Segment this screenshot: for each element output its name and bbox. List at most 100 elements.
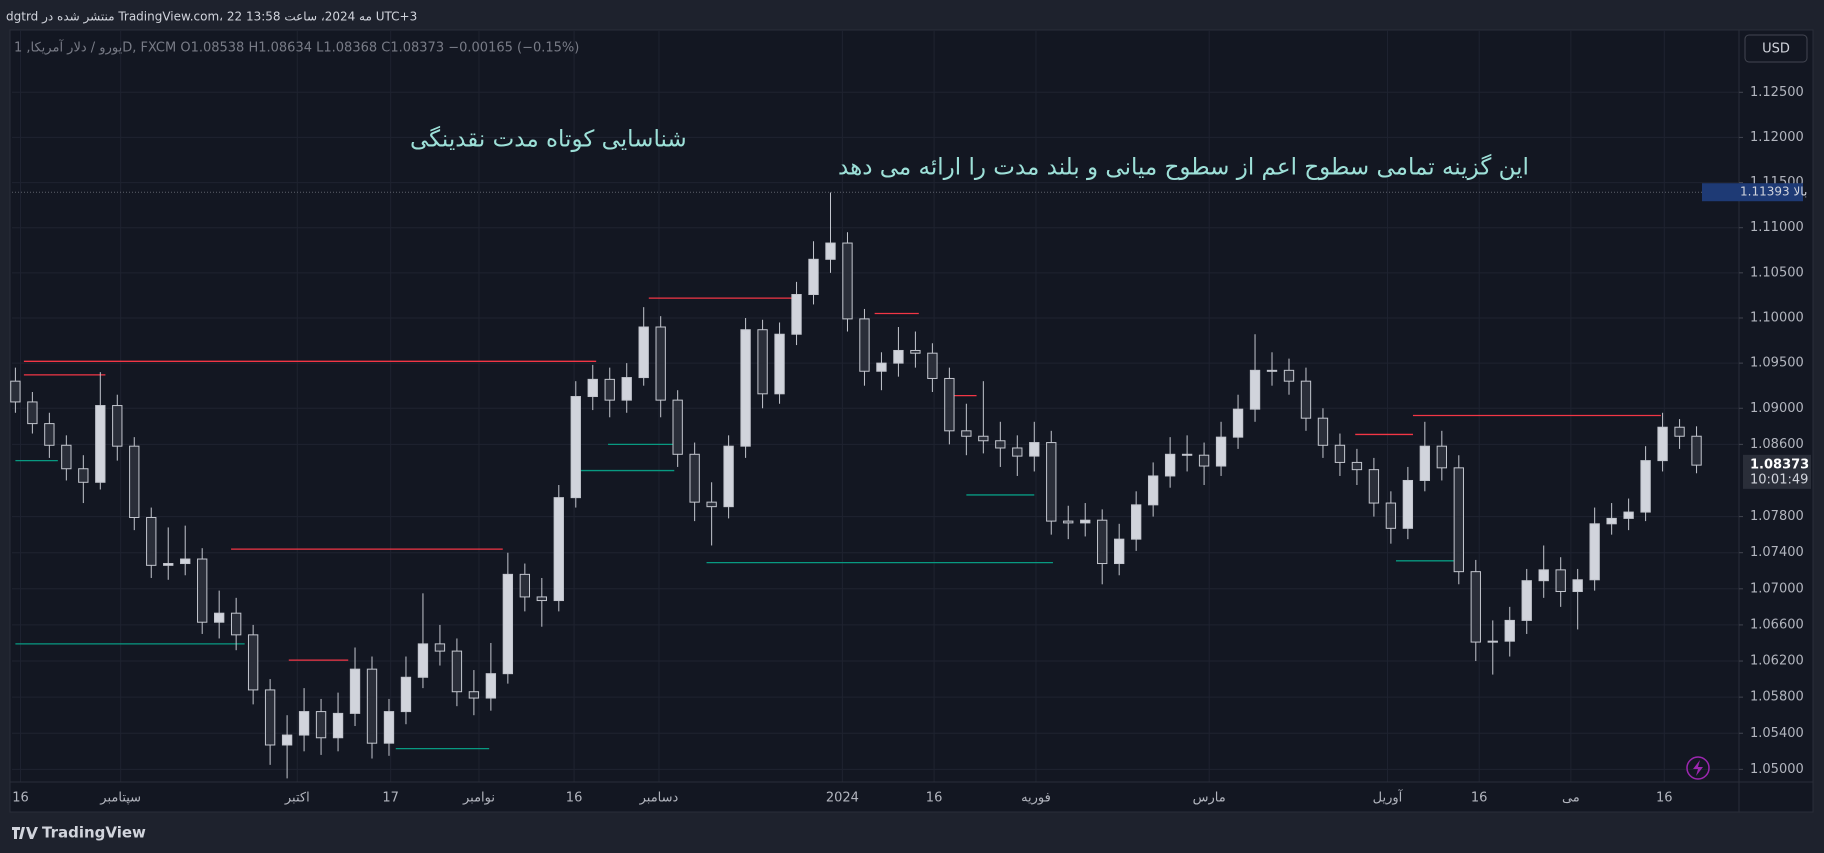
candle-body [1283,369,1295,382]
y-tick-label: 1.08600 [1750,437,1804,452]
high-marker-label: 1.11393 بالا [1740,185,1807,199]
candle-body [876,362,887,372]
candle-body [1232,408,1244,438]
candle-body [1385,502,1397,529]
candle-body [961,430,972,437]
candle-body [1147,475,1159,506]
candle-body [536,596,547,602]
candle-body [44,423,55,446]
candle-body [842,242,853,320]
y-tick-label: 1.07000 [1750,581,1804,596]
candle-body [706,501,717,508]
high-marker-box [1702,183,1803,202]
candle-body [1249,369,1261,410]
countdown-label: 10:01:49 [1750,472,1808,487]
alert-bolt [1693,760,1703,776]
y-tick-label: 1.06600 [1750,617,1804,632]
candles-layer [10,192,1702,779]
last-price-box [1743,454,1811,489]
candle-body [825,242,836,260]
candle-body [1351,461,1363,471]
candle-body [400,676,412,713]
publish-header: dgtrd منتشر شده در TradingView.com، 22 م… [6,10,417,25]
candle-body [434,643,446,652]
candle-body [1436,445,1447,469]
x-tick-label: 16 [926,791,943,806]
candle-body [1012,447,1023,457]
candle-body [27,401,38,425]
candle-body [1063,520,1074,524]
candle-body [230,612,242,636]
candle-body [689,453,700,503]
candle-body [214,612,225,623]
candle-body [146,516,157,566]
y-tick-label: 1.12500 [1750,85,1804,100]
candle-body [791,294,802,335]
candle-body [180,558,191,565]
candle-body [1555,569,1566,593]
x-tick-label: اکتبر [284,791,310,806]
candle-body [129,445,140,518]
candle-body [366,668,378,744]
x-tick-label: 16 [1471,791,1488,806]
annotation-subtitle: این گزینه تمامی سطوح اعم از سطوح میانی و… [838,154,1529,181]
candle-body [893,349,904,364]
candle-body [655,326,666,401]
candle-body [298,711,310,736]
candle-body [1419,445,1431,481]
candle-body [927,352,938,379]
axes-layer: 1.125001.120001.115001.110001.105001.100… [12,85,1811,806]
candle-body [1368,469,1380,504]
x-tick-label: سپتامبر [99,791,141,806]
candle-body [1402,479,1414,529]
candle-body [417,643,429,678]
candle-body [723,445,734,508]
candle-body [485,673,497,699]
candle-body [315,711,327,739]
candle-body [1589,523,1600,581]
x-tick-label: فوریه [1021,791,1051,806]
candle-body [1164,453,1176,477]
chart-pane [9,29,1814,813]
y-tick-label: 1.06200 [1750,654,1804,669]
candle-body [78,468,89,483]
brand-name: TradingView [42,824,146,842]
candle-body [1317,417,1329,446]
candle-body [1266,369,1278,372]
x-tick-label: 17 [382,791,399,806]
x-tick-label: 16 [12,791,29,806]
x-tick-label: 2024 [826,791,859,806]
x-tick-label: نوامبر [462,791,495,806]
currency-label[interactable]: USD [1762,42,1790,57]
candle-body [197,558,208,623]
last-price-label: 1.08373 [1750,457,1809,472]
y-tick-label: 1.07800 [1750,509,1804,524]
alert-icon[interactable] [1686,756,1710,780]
x-tick-label: 16 [566,791,583,806]
y-tick-label: 1.12000 [1750,130,1804,145]
candle-body [621,377,632,401]
y-tick-label: 1.11000 [1750,220,1804,235]
currency-button[interactable] [1744,34,1808,63]
candle-body [587,378,598,398]
y-tick-label: 1.09000 [1750,401,1804,416]
x-tick-label: می [1562,791,1580,806]
candle-body [1453,467,1464,573]
x-tick-label: دسامبر [639,791,679,806]
candle-body [519,573,531,598]
candle-body [808,258,819,296]
candle-body [570,396,581,499]
candle-body [1623,511,1634,519]
x-tick-label: مارس [1193,791,1226,806]
candle-body [1080,519,1091,524]
candle-body [1334,444,1346,463]
candle-body [638,326,649,379]
candle-body [468,691,480,699]
candle-body [978,435,989,442]
candle-body [163,563,174,566]
annotation-title: شناسایی کوتاه مدت نقدینگی [410,126,687,153]
candle-body [1181,453,1193,456]
candle-body [281,734,293,746]
candle-body [264,689,276,746]
